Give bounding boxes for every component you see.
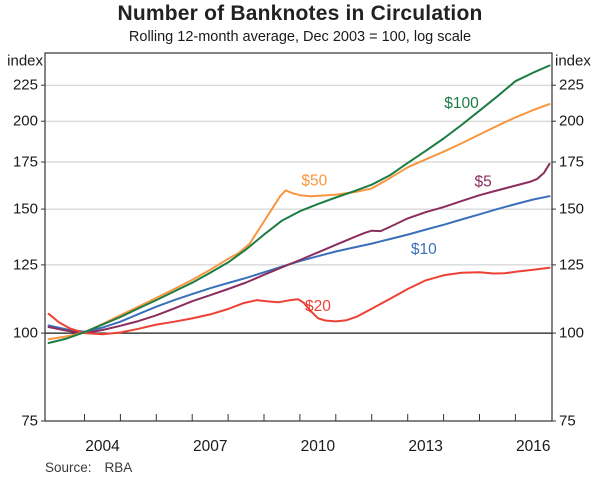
y-tick-label-left: 75 [21, 413, 38, 430]
y-tick-label-right: 100 [559, 325, 584, 342]
x-tick-label: 2010 [301, 438, 336, 455]
source-value: RBA [104, 460, 133, 475]
y-tick-label-right: 225 [559, 77, 584, 94]
page-title: Number of Banknotes in Circulation [117, 2, 483, 25]
y-tick-label-right: 200 [559, 113, 584, 130]
y-tick-label-right: 75 [559, 413, 576, 430]
series-line-50 [47, 103, 551, 341]
series-label-20: $20 [305, 298, 331, 315]
plot-frame [44, 52, 553, 422]
y-tick-label-right: 125 [559, 256, 584, 273]
x-tick-label: 2007 [193, 438, 227, 455]
series-label-50: $50 [301, 172, 327, 189]
y-tick-label-left: 125 [13, 256, 38, 273]
y-tick-label-left: 150 [13, 201, 38, 218]
x-tick-label: 2016 [516, 438, 550, 455]
source-note: Source: RBA [45, 460, 132, 475]
y-tick-label-left: 200 [13, 113, 38, 130]
x-tick-label: 2004 [85, 438, 120, 455]
page-subtitle: Rolling 12-month average, Dec 2003 = 100… [128, 29, 472, 45]
series-label-100: $100 [444, 95, 479, 112]
source-label: Source: [45, 460, 92, 475]
series-line-5 [47, 162, 551, 335]
series-line-100 [47, 64, 551, 344]
y-axis-unit-right: index [555, 53, 591, 70]
series-label-10: $10 [411, 241, 437, 258]
y-tick-label-left: 100 [13, 325, 38, 342]
series-line-10 [47, 195, 551, 333]
y-tick-label-right: 175 [559, 154, 584, 171]
series-label-5: $5 [474, 173, 491, 190]
y-tick-label-left: 225 [13, 77, 38, 94]
y-axis-unit-left: index [7, 53, 43, 70]
y-tick-label-right: 150 [559, 201, 584, 218]
series-line-20 [47, 266, 551, 336]
x-tick-label: 2013 [408, 438, 442, 455]
y-tick-label-left: 175 [13, 154, 38, 171]
